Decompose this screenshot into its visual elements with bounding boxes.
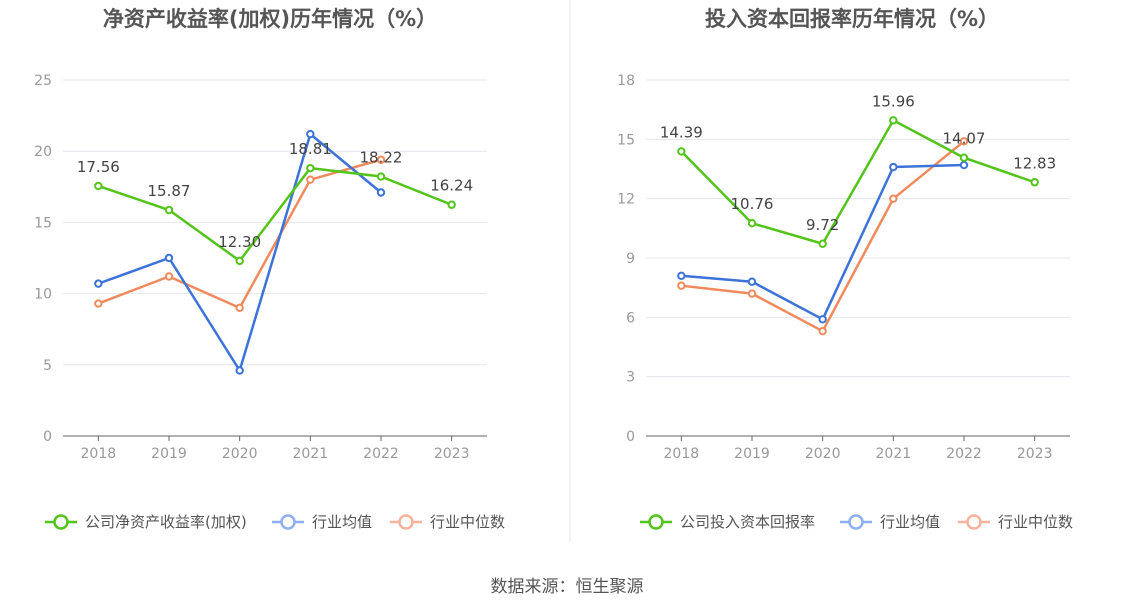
data-label: 15.87 bbox=[148, 182, 191, 200]
y-tick-label: 6 bbox=[626, 310, 635, 326]
x-tick-label: 2020 bbox=[805, 446, 841, 462]
x-tick-label: 2018 bbox=[81, 446, 117, 462]
y-tick-label: 18 bbox=[617, 73, 635, 89]
data-point-industry-avg bbox=[959, 160, 969, 170]
data-point-company bbox=[164, 205, 174, 215]
x-tick-label: 2021 bbox=[293, 446, 329, 462]
data-point-company bbox=[447, 200, 456, 209]
data-point-industry-avg bbox=[818, 315, 827, 324]
legend-label: 行业均值 bbox=[880, 513, 940, 531]
data-label: 12.30 bbox=[218, 233, 261, 251]
data-point-company bbox=[677, 147, 686, 156]
y-tick-label: 10 bbox=[34, 287, 52, 303]
x-tick-label: 2018 bbox=[664, 446, 700, 462]
data-point-industry-avg bbox=[889, 162, 898, 172]
y-tick-label: 9 bbox=[626, 251, 635, 267]
data-point-industry-median bbox=[235, 303, 244, 313]
data-point-industry-median bbox=[889, 194, 898, 203]
x-tick-label: 2022 bbox=[946, 446, 982, 462]
data-point-industry-median bbox=[376, 155, 386, 164]
legend-swatch-marker bbox=[966, 514, 982, 530]
y-tick-label: 15 bbox=[617, 132, 635, 148]
legend-swatch-marker bbox=[848, 514, 864, 530]
legend-label: 行业中位数 bbox=[430, 513, 505, 531]
legend-label: 行业均值 bbox=[312, 513, 372, 531]
data-point-industry-median bbox=[818, 326, 827, 336]
roe-chart: 净资产收益率(加权)历年情况（%） 0 5 10 15 20 25 2018 2019 2020 2… bbox=[34, 7, 505, 531]
legend-swatch-marker bbox=[53, 514, 69, 530]
series-line-company bbox=[97, 166, 453, 263]
data-label: 15.96 bbox=[872, 92, 915, 110]
data-label: 14.07 bbox=[943, 130, 986, 148]
data-point-company bbox=[306, 163, 315, 173]
data-point-company bbox=[235, 256, 244, 266]
x-tick-label: 2019 bbox=[151, 446, 187, 462]
data-point-industry-avg bbox=[306, 129, 315, 139]
y-tick-label: 12 bbox=[617, 192, 635, 208]
y-tick-label: 5 bbox=[43, 358, 52, 374]
data-label: 10.76 bbox=[731, 195, 774, 213]
legend-label: 行业中位数 bbox=[998, 513, 1073, 531]
data-point-company bbox=[94, 181, 103, 191]
data-label: 12.83 bbox=[1013, 154, 1056, 172]
data-label: 17.56 bbox=[77, 158, 120, 176]
data-source-footer: 数据来源：恒生聚源 bbox=[490, 577, 644, 597]
data-point-industry-median bbox=[747, 289, 757, 298]
data-point-company bbox=[959, 153, 969, 162]
x-tick-label: 2020 bbox=[222, 446, 258, 462]
x-tick-label: 2023 bbox=[434, 446, 470, 462]
data-point-industry-avg bbox=[164, 253, 174, 263]
legend-label: 公司净资产收益率(加权) bbox=[85, 513, 247, 531]
series-line-company bbox=[680, 119, 1036, 246]
series-line-industry-median bbox=[681, 140, 965, 333]
legend-swatch-marker bbox=[398, 514, 414, 530]
x-tick-label: 2022 bbox=[363, 446, 399, 462]
series-line-industry-avg bbox=[97, 132, 382, 372]
y-tick-label: 15 bbox=[34, 215, 52, 231]
data-point-company bbox=[889, 116, 898, 125]
data-point-industry-median bbox=[959, 137, 969, 146]
legend-swatch-marker bbox=[648, 514, 664, 530]
data-label: 18.22 bbox=[360, 149, 403, 167]
data-point-company bbox=[747, 218, 757, 228]
data-label: 14.39 bbox=[660, 123, 703, 141]
y-tick-label: 25 bbox=[34, 73, 52, 89]
chart-title: 投入资本回报率历年情况（%） bbox=[705, 7, 999, 31]
data-point-industry-avg bbox=[677, 271, 686, 280]
data-point-industry-avg bbox=[376, 188, 386, 197]
y-tick-label: 3 bbox=[626, 370, 635, 386]
data-point-industry-median bbox=[94, 299, 103, 308]
data-point-industry-avg bbox=[747, 277, 757, 286]
data-point-company bbox=[376, 172, 386, 181]
data-point-industry-median bbox=[306, 175, 315, 184]
data-point-industry-median bbox=[677, 281, 686, 290]
y-tick-label: 0 bbox=[43, 429, 52, 445]
chart-title: 净资产收益率(加权)历年情况（%） bbox=[103, 7, 437, 31]
data-label: 18.81 bbox=[289, 140, 332, 158]
data-point-company bbox=[1030, 178, 1039, 187]
x-tick-label: 2021 bbox=[876, 446, 912, 462]
data-point-industry-median bbox=[164, 272, 174, 281]
data-point-company bbox=[818, 239, 827, 248]
data-point-industry-avg bbox=[94, 279, 103, 288]
data-label: 16.24 bbox=[430, 177, 473, 195]
x-tick-label: 2019 bbox=[734, 446, 770, 462]
y-tick-label: 0 bbox=[626, 429, 635, 445]
roic-chart: 投入资本回报率历年情况（%） 0 3 6 9 12 15 18 2018 2019 2020 2021… bbox=[617, 7, 1073, 531]
x-tick-label: 2023 bbox=[1017, 446, 1053, 462]
data-point-industry-avg bbox=[235, 366, 244, 375]
y-tick-label: 20 bbox=[34, 144, 52, 160]
legend-swatch-marker bbox=[280, 514, 296, 530]
legend-label: 公司投入资本回报率 bbox=[680, 513, 815, 531]
data-label: 9.72 bbox=[806, 216, 839, 234]
